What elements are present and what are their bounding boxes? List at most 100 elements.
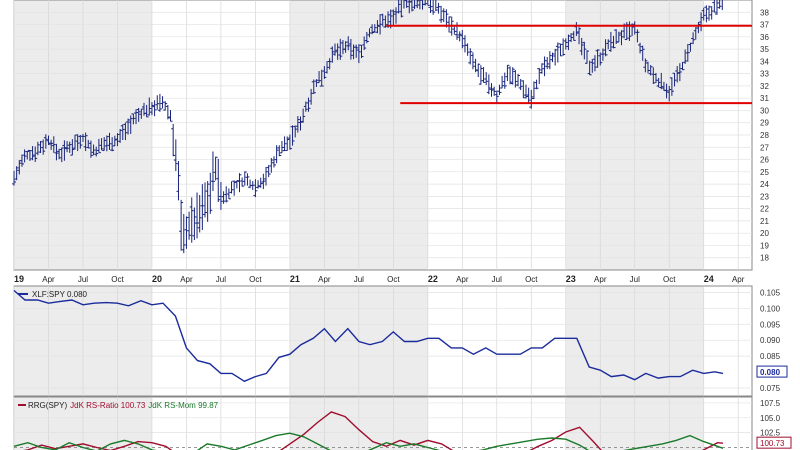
ohlc-bar [285, 136, 290, 152]
price-x-tick: Apr [180, 275, 193, 284]
ohlc-bar [266, 164, 271, 178]
rrg-panel: 100.73 107.5 105.0 102.5 RRG(SPY) JdK RS-Ra… [13, 396, 792, 450]
ohlc-bar [465, 43, 470, 56]
price-y-tick: 20 [760, 229, 769, 238]
ohlc-bar [57, 148, 62, 160]
ohlc-bar [134, 109, 139, 125]
ohlc-bar [367, 28, 372, 38]
price-x-tick: 20 [152, 274, 162, 284]
rrg-y-tick: 102.5 [760, 429, 781, 438]
ohlc-bar [33, 146, 38, 162]
ohlc-bar [497, 84, 502, 96]
ohlc-bar [107, 132, 112, 150]
rrg-y-tick: 105.0 [760, 414, 781, 423]
price-x-tick: 23 [566, 274, 576, 284]
ohlc-bar [704, 5, 709, 23]
ratio-last-value: 0.080 [760, 368, 781, 377]
ohlc-bar [521, 80, 526, 99]
ohlc-bar [415, 0, 420, 9]
ohlc-bar [330, 46, 335, 63]
rrg-y-tick: 107.5 [760, 399, 781, 408]
ohlc-bar [436, 2, 441, 14]
ohlc-bar [19, 154, 24, 167]
ohlc-bar [457, 31, 462, 42]
ohlc-bar [279, 140, 284, 154]
price-y-tick: 27 [760, 143, 769, 152]
price-x-tick: Apr [732, 275, 745, 284]
ohlc-bar [27, 149, 32, 161]
ohlc-bar [327, 58, 332, 70]
ohlc-bar [144, 104, 149, 118]
ohlc-bar [492, 86, 497, 96]
price-y-tick: 26 [760, 156, 769, 165]
ratio-y-tick-labels: 0.105 0.100 0.095 0.090 0.085 0.075 [760, 288, 781, 393]
ohlc-bar [332, 43, 337, 56]
ohlc-bar [218, 181, 223, 210]
ohlc-bar [102, 137, 107, 152]
price-y-tick: 33 [760, 70, 769, 79]
ohlc-bar [669, 77, 674, 96]
ohlc-bar [173, 139, 178, 171]
ohlc-bar [269, 158, 274, 173]
ohlc-bar [606, 39, 611, 50]
ohlc-bar [163, 101, 168, 111]
ohlc-bar [348, 38, 353, 60]
ohlc-bar [664, 83, 669, 99]
ohlc-bar [691, 32, 696, 45]
price-x-tick: Jul [78, 275, 88, 284]
ohlc-bar [110, 137, 115, 152]
ohlc-bar [447, 16, 452, 33]
ohlc-bar [598, 52, 603, 66]
price-x-tick: Apr [594, 275, 607, 284]
ohlc-bar [131, 113, 136, 125]
ohlc-bar [325, 61, 330, 74]
ohlc-bar [526, 87, 531, 104]
ohlc-bar [17, 160, 22, 175]
ratio-y-tick: 0.100 [760, 304, 781, 313]
price-y-tick: 25 [760, 168, 769, 177]
price-x-tick: Oct [387, 275, 400, 284]
ohlc-bar [399, 0, 404, 18]
ohlc-bar [232, 180, 237, 196]
price-y-tick: 21 [760, 217, 769, 226]
ohlc-bar [229, 181, 234, 194]
price-x-tick: 22 [428, 274, 438, 284]
ohlc-bar [590, 58, 595, 73]
ohlc-bar [364, 31, 369, 44]
ohlc-bar [271, 156, 276, 168]
ratio-y-tick: 0.095 [760, 320, 781, 329]
ohlc-bar [354, 44, 359, 58]
ohlc-bar [378, 14, 383, 35]
ohlc-bar [99, 138, 104, 151]
ratio-lines: 0.080 [13, 289, 788, 383]
ohlc-bar [582, 41, 587, 60]
price-horizontal-lines [386, 24, 752, 105]
price-y-tick: 22 [760, 205, 769, 214]
price-x-tick: 24 [704, 274, 714, 284]
ohlc-bar [301, 108, 306, 123]
ohlc-bar [152, 100, 157, 117]
price-y-tick: 38 [760, 8, 769, 17]
ohlc-bar [184, 216, 189, 249]
price-x-tick: Jul [354, 275, 364, 284]
ratio-series-line [13, 289, 724, 383]
ohlc-bar [88, 140, 93, 158]
ohlc-bar [160, 96, 165, 109]
ohlc-bar [470, 52, 475, 70]
ohlc-bar [616, 31, 621, 43]
ohlc-bar [441, 8, 446, 23]
price-x-tick: Oct [663, 275, 676, 284]
ohlc-bar [523, 84, 528, 99]
ohlc-bar [59, 147, 64, 163]
ohlc-bar [187, 211, 192, 240]
ohlc-bar [43, 134, 48, 149]
ohlc-bar [295, 116, 300, 133]
ohlc-bar [547, 51, 552, 70]
rrg-series-line [13, 432, 724, 450]
ohlc-bar [595, 49, 600, 68]
ohlc-bar [542, 56, 547, 77]
rrg-legend: RRG(SPY) JdK RS-Ratio 100.73 JdK RS-Mom 99… [18, 401, 219, 410]
price-y-tick: 28 [760, 131, 769, 140]
ohlc-bar [258, 177, 263, 188]
ohlc-bar [67, 141, 72, 153]
